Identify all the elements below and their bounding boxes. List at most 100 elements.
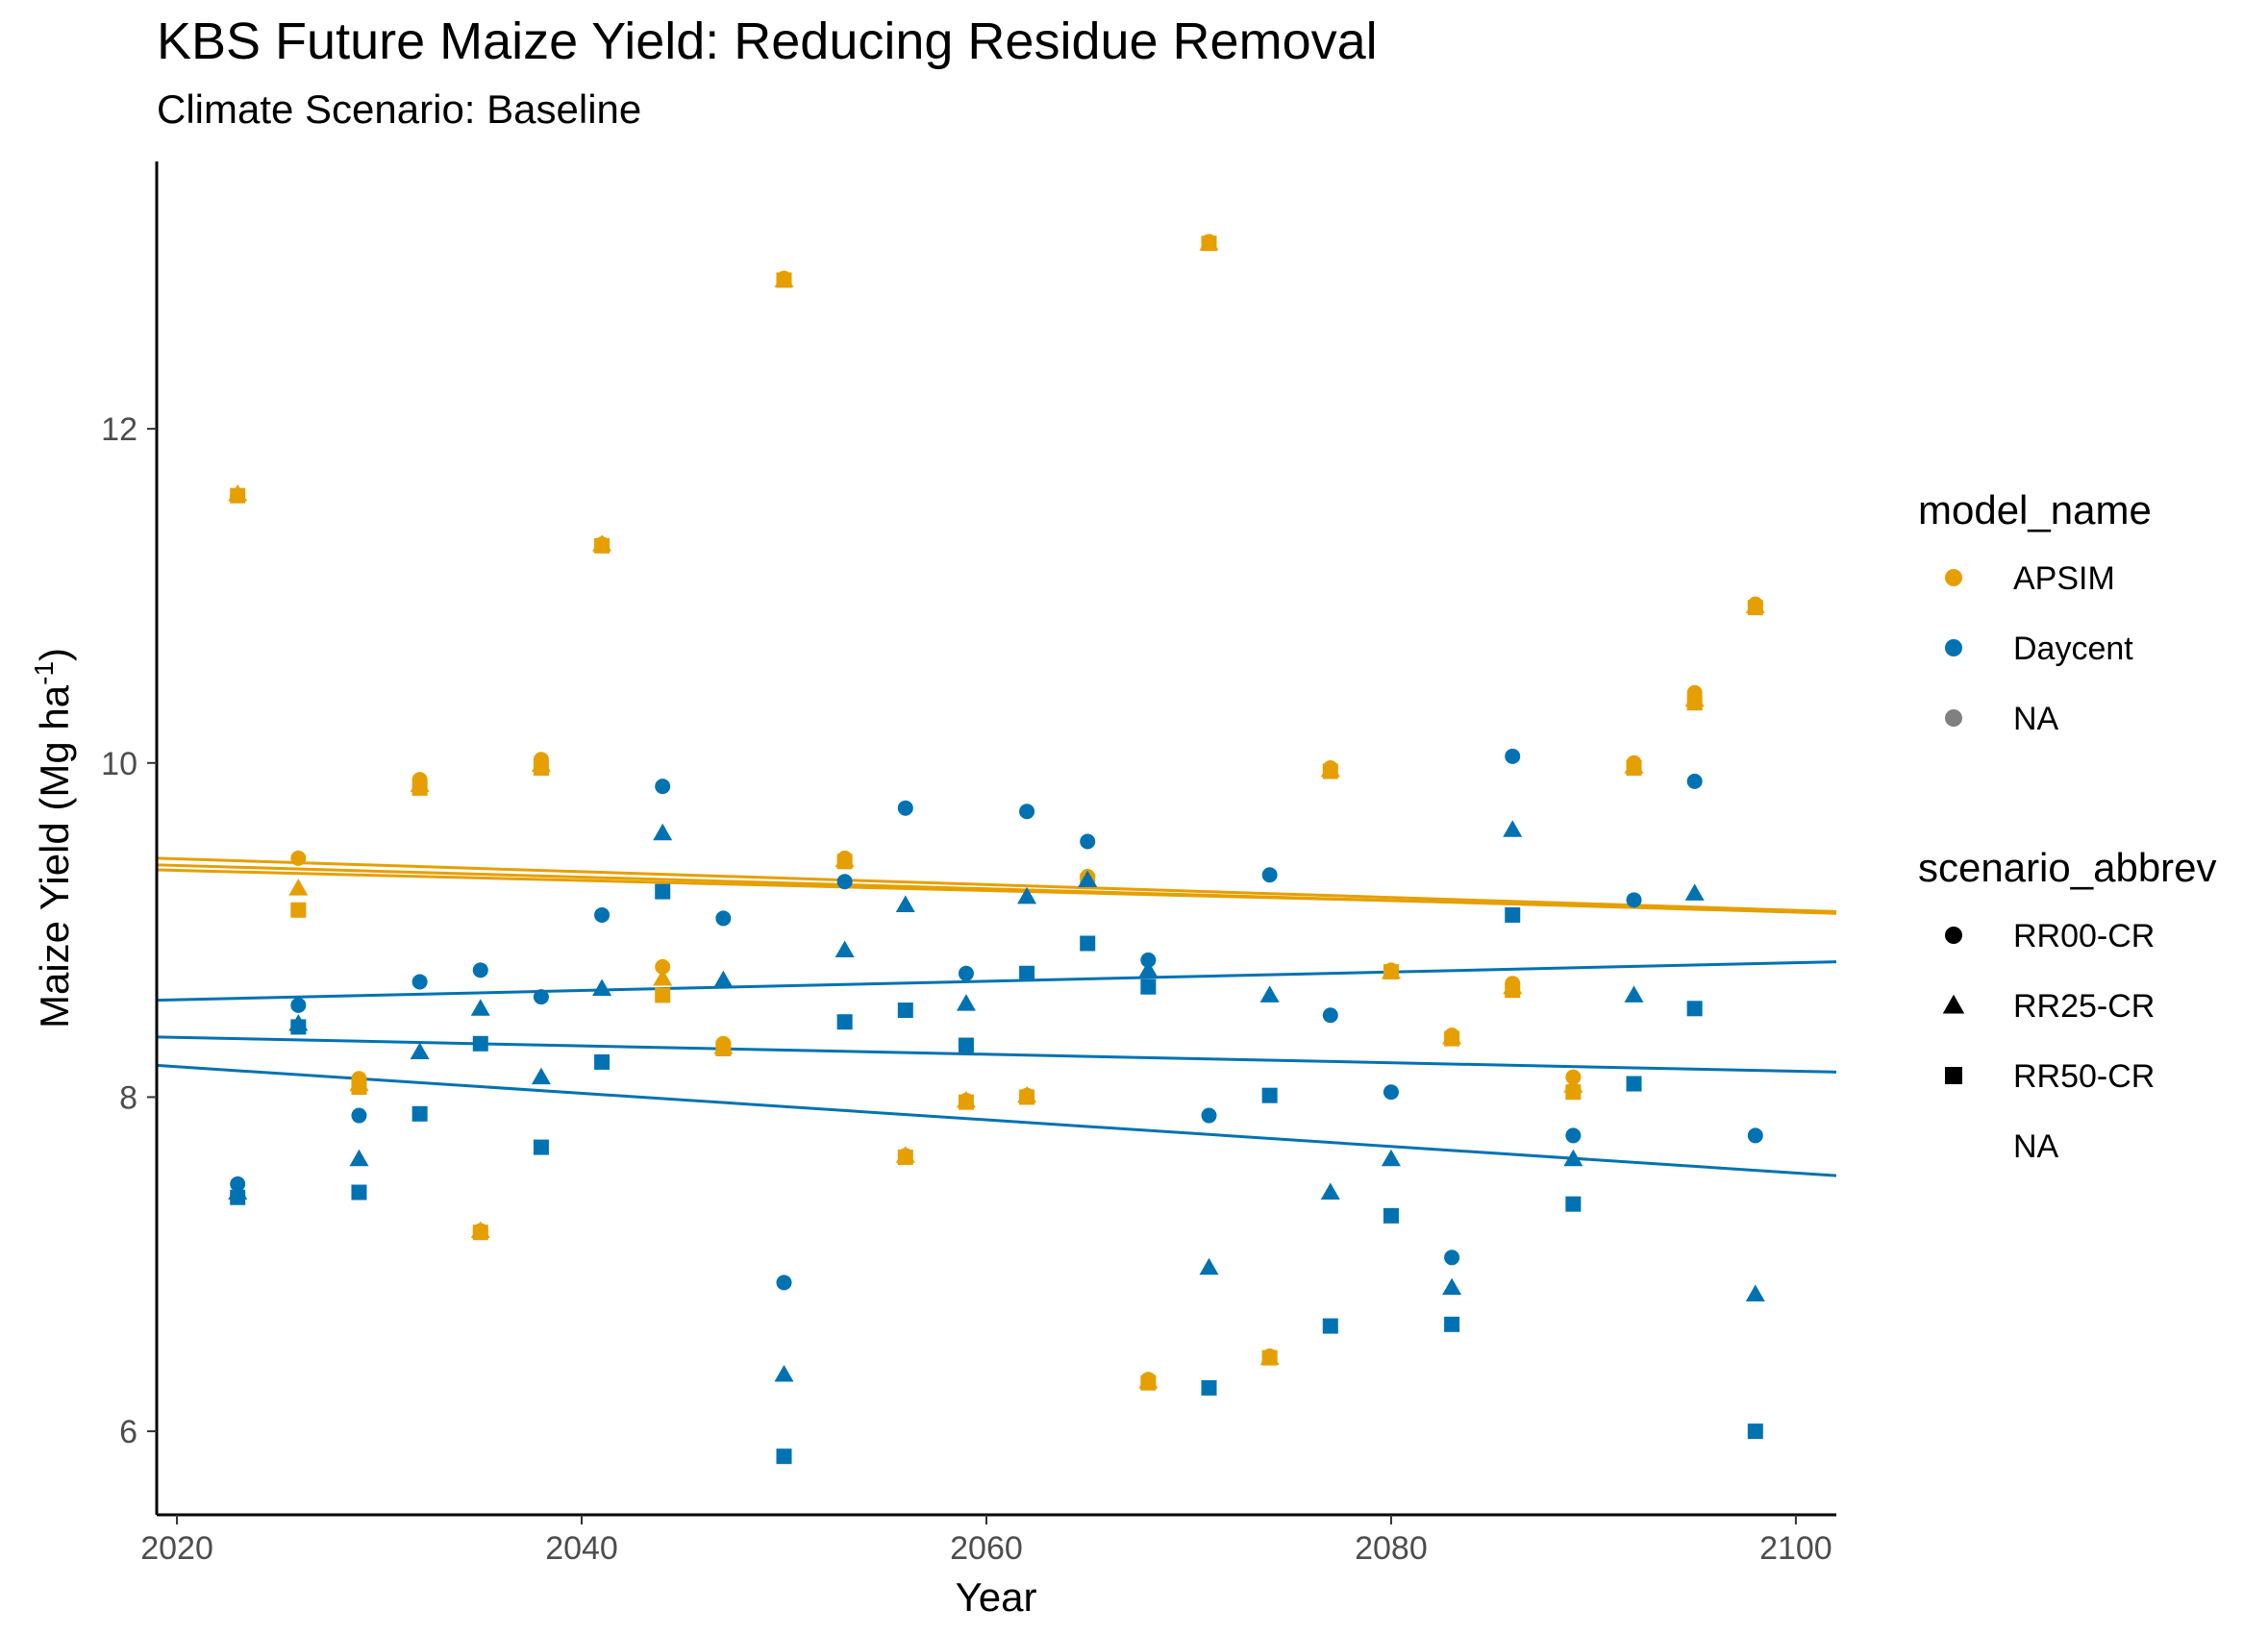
trend-line-apsim-rr50-cr	[156, 868, 1837, 913]
data-point-daycent-rr50-cr	[655, 883, 671, 900]
data-point-daycent-rr00-cr	[958, 965, 974, 981]
y-tick-label: 6	[119, 1414, 137, 1450]
y-axis-title: Maize Yield (Mg ha-1)	[29, 648, 77, 1028]
legend-key-rr25-cr	[1942, 994, 1965, 1014]
data-point-daycent-rr25-cr	[1017, 886, 1037, 904]
data-point-apsim-rr50-cr	[1444, 1030, 1460, 1047]
data-point-daycent-rr00-cr	[594, 906, 611, 923]
data-point-apsim-rr50-cr	[1019, 1089, 1035, 1105]
data-point-daycent-rr50-cr	[290, 1019, 307, 1035]
data-point-daycent-rr25-cr	[1320, 1182, 1340, 1201]
data-point-daycent-rr50-cr	[1686, 1001, 1703, 1017]
x-tick-label: 2080	[1355, 1530, 1428, 1567]
legend-label: NA	[2013, 1128, 2059, 1165]
trend-line-daycent-rr25-cr	[156, 1035, 1837, 1074]
legend: model_name APSIM Daycent NA scenario_abbrev R…	[1918, 487, 2217, 1165]
legend-label: RR25-CR	[2013, 988, 2155, 1025]
data-point-daycent-rr00-cr	[1747, 1127, 1763, 1144]
data-point-apsim-rr50-cr	[1505, 982, 1521, 999]
data-point-apsim-rr50-cr	[290, 902, 307, 918]
data-point-daycent-rr25-cr	[1199, 1257, 1219, 1275]
legend-key-apsim	[1945, 569, 1962, 586]
legend-key-na	[1945, 709, 1962, 727]
data-point-daycent-rr00-cr	[1626, 892, 1642, 908]
data-point-daycent-rr25-cr	[470, 999, 490, 1016]
data-point-daycent-rr25-cr	[835, 940, 855, 957]
legend-key-rr00-cr	[1945, 927, 1962, 944]
trend-line-apsim-rr00-cr	[156, 856, 1837, 913]
data-point-apsim-rr00-cr	[655, 958, 671, 975]
x-tick-label: 2040	[545, 1530, 618, 1567]
data-point-apsim-rr50-cr	[1261, 1349, 1278, 1366]
y-tick-label: 8	[119, 1079, 137, 1116]
data-point-daycent-rr00-cr	[351, 1107, 367, 1124]
data-point-daycent-rr00-cr	[411, 974, 428, 990]
data-point-daycent-rr50-cr	[351, 1184, 367, 1201]
data-point-daycent-rr50-cr	[1565, 1196, 1582, 1212]
legend-title: model_name	[1918, 487, 2152, 532]
data-point-apsim-rr50-cr	[897, 1150, 913, 1166]
x-tick-label: 2060	[950, 1530, 1023, 1567]
ticks-layer: 2020 2040 2060 2080 2100 6 8 10 12	[101, 411, 1832, 1567]
legend-label: Daycent	[2013, 631, 2133, 667]
data-point-daycent-rr50-cr	[1140, 978, 1157, 995]
data-point-daycent-rr50-cr	[1261, 1087, 1278, 1103]
data-point-daycent-rr25-cr	[531, 1067, 551, 1085]
data-point-daycent-rr50-cr	[1201, 1379, 1217, 1396]
data-point-apsim-rr50-cr	[1565, 1084, 1582, 1101]
data-point-daycent-rr00-cr	[655, 779, 671, 795]
legend-label: RR50-CR	[2013, 1058, 2155, 1095]
data-point-daycent-rr00-cr	[1140, 952, 1157, 968]
trend-line-daycent-rr50-cr	[156, 1063, 1837, 1177]
data-point-daycent-rr50-cr	[776, 1448, 792, 1465]
data-point-apsim-rr50-cr	[1140, 1374, 1157, 1391]
y-tick-label: 10	[101, 746, 137, 782]
y-tick-label: 12	[101, 411, 137, 448]
x-tick-label: 2100	[1759, 1530, 1832, 1567]
data-point-daycent-rr50-cr	[1383, 1207, 1399, 1224]
data-point-daycent-rr25-cr	[653, 823, 673, 841]
data-point-apsim-rr50-cr	[230, 487, 246, 504]
data-point-daycent-rr00-cr	[836, 874, 853, 890]
axes-layer	[155, 161, 1836, 1517]
data-point-daycent-rr25-cr	[1442, 1277, 1462, 1296]
data-point-apsim-rr50-cr	[1626, 759, 1642, 776]
data-point-daycent-rr50-cr	[594, 1053, 611, 1070]
data-point-daycent-rr50-cr	[1444, 1316, 1460, 1332]
legend-label: RR00-CR	[2013, 918, 2155, 954]
data-point-daycent-rr50-cr	[1322, 1318, 1338, 1334]
data-point-daycent-rr50-cr	[230, 1189, 246, 1205]
data-point-daycent-rr25-cr	[956, 994, 976, 1011]
data-layer	[156, 234, 1837, 1465]
data-point-apsim-rr50-cr	[1383, 964, 1399, 980]
data-point-daycent-rr25-cr	[1624, 985, 1644, 1003]
data-point-daycent-rr00-cr	[897, 800, 913, 816]
data-point-daycent-rr50-cr	[836, 1014, 853, 1030]
data-point-daycent-rr25-cr	[1745, 1284, 1765, 1302]
data-point-daycent-rr00-cr	[1322, 1007, 1338, 1024]
data-point-daycent-rr00-cr	[1019, 804, 1035, 820]
legend-title: scenario_abbrev	[1918, 845, 2217, 890]
data-point-daycent-rr00-cr	[1261, 867, 1278, 883]
data-point-daycent-rr50-cr	[897, 1003, 913, 1019]
data-point-daycent-rr00-cr	[1505, 748, 1521, 764]
data-point-daycent-rr25-cr	[592, 978, 612, 996]
data-point-apsim-rr50-cr	[958, 1094, 974, 1110]
data-point-daycent-rr25-cr	[895, 895, 915, 913]
data-point-daycent-rr25-cr	[1138, 960, 1159, 978]
y-axis-title-superscript: -1	[29, 661, 59, 685]
data-point-daycent-rr00-cr	[1565, 1127, 1582, 1144]
data-point-daycent-rr00-cr	[1201, 1107, 1217, 1124]
data-point-apsim-rr50-cr	[472, 1225, 488, 1241]
data-point-daycent-rr50-cr	[533, 1139, 549, 1155]
data-point-apsim-rr50-cr	[351, 1079, 367, 1096]
data-point-apsim-rr50-cr	[655, 987, 671, 1003]
chart-subtitle: Climate Scenario: Baseline	[157, 87, 642, 132]
data-point-daycent-rr25-cr	[1259, 985, 1280, 1003]
data-point-apsim-rr50-cr	[411, 780, 428, 796]
data-point-apsim-rr50-cr	[1747, 600, 1763, 616]
trend-line-daycent-rr00-cr	[156, 960, 1837, 1003]
data-point-daycent-rr25-cr	[349, 1149, 369, 1167]
data-point-daycent-rr25-cr	[774, 1364, 794, 1382]
